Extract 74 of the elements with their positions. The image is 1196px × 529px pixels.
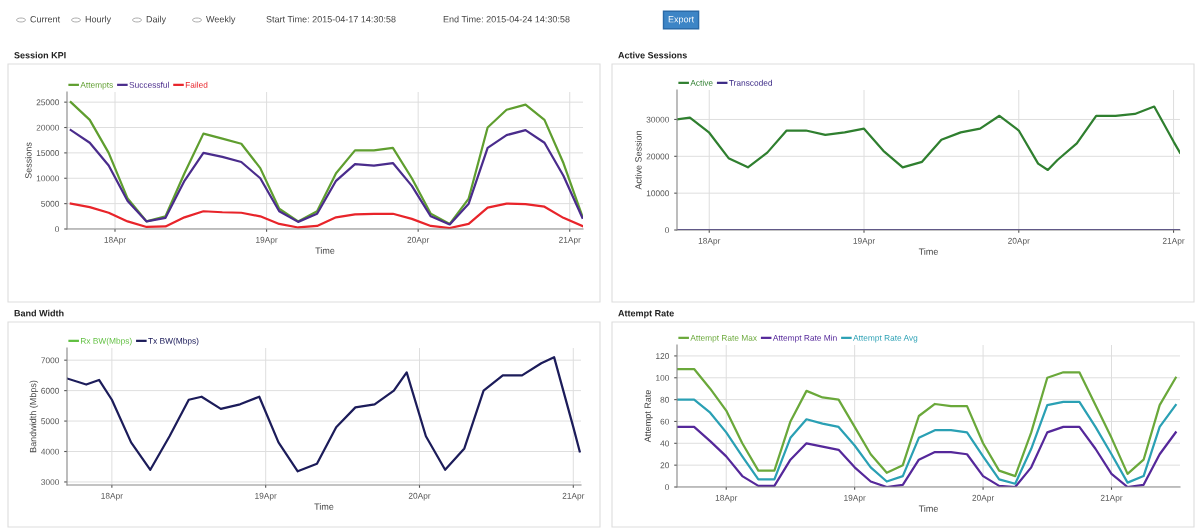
y-tick-label: 40 (660, 440, 670, 447)
x-tick-label: 18Apr (101, 492, 123, 501)
line-series (677, 425, 1177, 487)
x-tick-label: 19Apr (853, 237, 875, 246)
y-tick-label: 6000 (41, 387, 60, 394)
y-tick-label: 5000 (41, 200, 60, 207)
y-tick-label: 10000 (36, 175, 60, 182)
text: Hourly (85, 15, 112, 25)
y-tick-label: 100 (656, 374, 670, 381)
x-tick-label: 21Apr (562, 492, 585, 501)
legend-label: Failed (185, 81, 208, 88)
x-axis-title: Time (315, 247, 335, 254)
y-tick-label: 7000 (41, 357, 60, 364)
y-tick-label: 0 (665, 227, 670, 234)
legend-label: Transcoded (729, 79, 773, 86)
x-tick-label: 18Apr (698, 237, 721, 246)
line-series (677, 105, 1180, 172)
y-tick-label: 60 (660, 418, 670, 425)
y-axis-title: Active Session (635, 130, 642, 190)
legend-label: Rx BW(Mbps) (81, 337, 132, 346)
x-tick-label: 21Apr (1162, 237, 1185, 246)
legend-label: Attempts (80, 82, 113, 90)
y-tick-label: 10000 (646, 190, 670, 197)
x-axis-title: Time (314, 503, 334, 510)
x-tick-label: 21Apr (559, 236, 581, 245)
x-tick-label: 20Apr (408, 492, 431, 501)
x-tick-label: 20Apr (972, 494, 995, 503)
x-tick-label: 18Apr (715, 494, 738, 503)
y-tick-label: 0 (55, 226, 60, 233)
x-tick-label: 19Apr (255, 492, 277, 501)
x-tick-label: 19Apr (844, 494, 866, 503)
legend-label: Attempt Rate Max (690, 335, 757, 343)
legend-label: Active (690, 79, 713, 86)
chart-title: Session KPI (14, 51, 66, 59)
y-axis-title: Bandwidth (Mbps) (29, 380, 39, 453)
x-axis-title: Time (918, 505, 938, 512)
y-axis-title: Sessions (25, 142, 32, 179)
legend-label: Attempt Rate Min (772, 334, 837, 343)
x-tick-label: 20Apr (407, 236, 430, 245)
text: End Time: 2015-04-24 14:30:58 (443, 15, 570, 23)
chart-title: Active Sessions (618, 51, 687, 59)
y-tick-label: 3000 (41, 479, 60, 486)
x-tick-label: 21Apr (1100, 494, 1123, 503)
legend-label: Tx BW(Mbps) (148, 337, 199, 346)
y-tick-label: 15000 (36, 150, 60, 156)
y-tick-label: 80 (660, 396, 670, 403)
line-series (69, 101, 583, 226)
chart-title: Attempt Rate (618, 310, 674, 319)
x-tick-label: 20Apr (1008, 237, 1030, 246)
legend-label: Attempt Rate Avg (853, 335, 918, 343)
text: Current (30, 16, 61, 23)
legend-label: Successful (129, 81, 169, 88)
line-series (69, 128, 583, 226)
text: Export (668, 16, 695, 25)
y-tick-label: 25000 (36, 99, 60, 106)
text: Weekly (206, 15, 236, 25)
y-tick-label: 30000 (646, 116, 670, 123)
y-tick-label: 20000 (36, 124, 60, 131)
x-axis-title: Time (918, 248, 938, 255)
y-tick-label: 4000 (41, 448, 60, 455)
text: Start Time: 2015-04-17 14:30:58 (266, 15, 396, 23)
y-tick-label: 20000 (646, 153, 670, 160)
y-tick-label: 120 (656, 353, 670, 360)
y-tick-label: 5000 (41, 418, 60, 425)
text: Daily (146, 15, 167, 25)
x-tick-label: 19Apr (256, 236, 278, 245)
line-series (67, 356, 581, 473)
chart-title: Band Width (14, 309, 64, 317)
y-axis-title: Attempt Rate (644, 390, 653, 443)
y-tick-label: 20 (660, 462, 670, 469)
x-tick-label: 18Apr (104, 236, 126, 245)
line-series (677, 398, 1177, 485)
line-series (677, 367, 1177, 478)
y-tick-label: 0 (665, 484, 670, 491)
